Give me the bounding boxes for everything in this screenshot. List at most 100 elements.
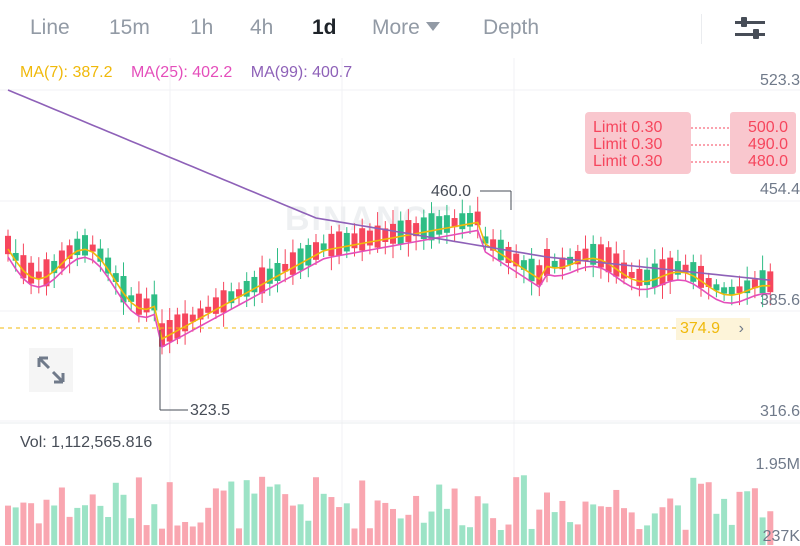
candle-body [112,273,119,283]
volume-axis-label-top: 1.95M [755,456,800,473]
current-price-value: 374.9 [680,320,721,337]
limit-orders-panel[interactable]: Limit 0.30 Limit 0.30 Limit 0.30 [585,112,691,174]
tab-line[interactable]: Line [30,16,70,39]
volume-bar [397,518,404,545]
candle-body [174,314,181,339]
volume-bar [289,505,296,545]
tab-depth[interactable]: Depth [483,16,540,39]
volume-bar [359,480,366,545]
limit-order-price: 490.0 [747,136,788,153]
candles [5,196,774,355]
candle-body [605,247,612,273]
candle-body [143,298,150,313]
candle-body [282,263,289,272]
volume-bar [320,493,327,545]
volume-bar [35,523,42,545]
candle-body [428,213,435,241]
volume-bar [628,512,635,545]
volume-bar [713,513,720,545]
volume-bar [336,507,343,545]
limit-order-price: 480.0 [747,153,788,170]
volume-bar [582,501,589,545]
tabs-divider [701,14,702,44]
chart-settings-button[interactable] [730,12,770,46]
tab-15m[interactable]: 15m [109,16,150,39]
volume-bar [174,525,181,545]
candle-body [443,215,450,233]
tab-1d[interactable]: 1d [312,16,337,39]
volume-bar [97,505,104,545]
volume-bar [135,477,142,545]
volume-bar [744,491,751,545]
candle-body [482,236,489,244]
volume-bar [474,496,481,545]
candle-body [197,308,204,320]
volume-bar [5,505,11,545]
candle-body [274,263,281,281]
candle-body [205,306,212,313]
candle-body [659,259,666,286]
volume-label: Vol: 1,112,565.816 [20,434,153,451]
candle-body [436,216,443,235]
volume-bar [536,509,543,545]
volume-bar [544,492,550,545]
limit-order-label: Limit 0.30 [593,119,663,136]
volume-bar [490,518,497,545]
candle-body [405,220,412,242]
ma99-value: MA(99): 400.7 [250,64,353,81]
volume-bar [374,500,381,545]
volume-bar [459,525,466,545]
candle-body [289,252,296,275]
volume-bar [567,522,574,545]
candle-body [767,271,774,293]
volume-bar [767,511,774,545]
candle-body [328,233,335,257]
volume-bar [51,505,58,545]
candle-body [582,248,589,262]
volume-bar [436,484,443,545]
candle-body [228,291,235,304]
candle-body [505,246,512,264]
candle-body [698,265,704,288]
volume-axis-label-bottom: 237K [762,528,800,545]
candle-body [151,294,158,311]
volume-bar [605,506,612,545]
volume-bar [690,477,697,545]
candle-body [759,270,766,294]
tab-1h[interactable]: 1h [190,16,214,39]
limit-prices-panel: 500.0 490.0 480.0 [730,112,796,174]
volume-bar [728,524,735,545]
volume-bar [551,512,558,545]
candle-body [728,286,735,296]
tab-4h[interactable]: 4h [250,16,274,39]
candle-body [159,323,165,347]
candle-body [413,223,420,237]
candle-body [20,255,27,279]
volume-bar [651,513,658,545]
volume-bar [251,493,258,545]
candle-body [590,243,597,265]
candle-body [374,225,381,248]
candle-body [559,257,566,270]
current-price-tag[interactable]: 374.9 › [676,318,750,340]
chart-overlay [0,127,740,411]
volume-bar [212,488,219,545]
volume-bar [143,525,150,545]
volume-bars [5,475,774,545]
candle-body [490,239,497,251]
volume-bar [482,503,489,545]
candle-body [336,231,343,256]
volume-bar [343,503,350,545]
volume-bar [82,505,88,545]
volume-bar [266,486,273,545]
tab-more[interactable]: More [372,16,440,40]
candle-body [166,320,173,342]
volume-bar [698,483,704,545]
candle-body [736,286,743,294]
candle-body [359,228,366,251]
volume-bar [259,476,266,545]
expand-chart-button[interactable] [29,348,73,392]
volume-bar [528,528,535,545]
volume-bar [636,529,643,545]
